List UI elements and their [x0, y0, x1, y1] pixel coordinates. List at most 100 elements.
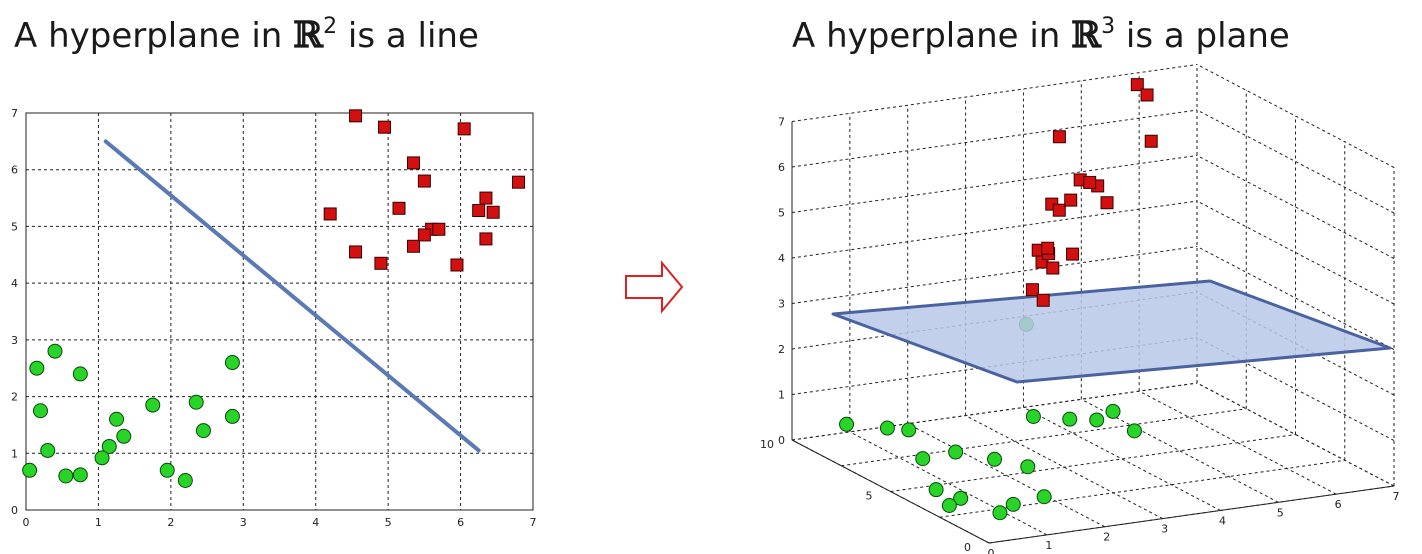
right-wall-grid-line: [1196, 246, 1395, 350]
red-square-point: [406, 156, 420, 170]
floor-grid-line: [1138, 390, 1337, 495]
green-circle-point: [188, 394, 204, 410]
green-circle-point: [1062, 411, 1078, 427]
x-tick-label: 2: [1103, 531, 1110, 544]
green-circle-point: [928, 482, 944, 498]
red-square-point: [457, 122, 471, 136]
red-square-point: [1140, 88, 1154, 102]
green-circle-point: [40, 442, 56, 458]
floor-grid-line: [1081, 398, 1279, 503]
x-tick-label: 3: [240, 516, 247, 529]
z-tick-label: 3: [778, 298, 785, 311]
red-square-point: [472, 204, 486, 218]
scatter-3d-chart: 0 1 2 3 4 5 6 7 0 5 10 0 1 2 3 4 5 6 7: [760, 64, 1400, 554]
red-square-point: [349, 109, 363, 123]
red-square-point: [1100, 196, 1114, 210]
red-square-point: [512, 175, 526, 189]
red-square-point: [486, 205, 500, 219]
red-square-point: [1083, 175, 1097, 189]
title-text-end: is a plane: [1115, 16, 1290, 56]
red-square-point: [417, 228, 431, 242]
green-circle-point: [1105, 403, 1121, 419]
green-circle-point: [879, 420, 895, 436]
x-tick-label: 6: [1335, 498, 1342, 511]
right-wall-grid-line: [1196, 109, 1395, 214]
y-tick-label: 1: [11, 447, 18, 460]
red-square-point: [479, 191, 493, 205]
red-square-point: [1025, 283, 1039, 297]
red-square-point: [432, 222, 446, 236]
floor-grid-line: [1023, 406, 1221, 511]
right-arrow-outline-icon: [625, 260, 684, 314]
floor-grid-line: [849, 431, 1048, 536]
y-tick-label: 7: [11, 107, 18, 120]
x-tick-label: 7: [1393, 490, 1400, 503]
back-wall-grid-line: [791, 246, 1198, 304]
red-square-point: [1144, 134, 1158, 148]
green-circle-point: [953, 490, 969, 506]
floor-grid-line: [841, 408, 1247, 467]
green-circle-point: [195, 423, 211, 439]
green-circle-point: [1089, 412, 1105, 428]
back-wall-grid-line: [791, 155, 1198, 213]
x-tick-label: 7: [530, 516, 537, 529]
z-tick-label: 6: [778, 161, 785, 174]
z-tick-label: 1: [778, 389, 785, 402]
green-circle-point: [22, 462, 38, 478]
green-circle-point: [1005, 496, 1021, 512]
plot-frame: [25, 112, 534, 511]
y-tick-label: 10: [760, 438, 774, 451]
x-tick-label: 4: [1219, 514, 1226, 527]
green-circle-point: [941, 497, 957, 513]
right-wall-grid-line: [1196, 64, 1395, 168]
y-tick-label: 2: [11, 391, 18, 404]
x-tick-label: 0: [23, 516, 30, 529]
floor-grid-line: [890, 434, 1296, 492]
exponent: 2: [323, 14, 338, 39]
red-square-point: [417, 174, 431, 188]
green-circle-point: [992, 505, 1008, 521]
green-circle-point: [29, 360, 45, 376]
z-tick-label: 0: [778, 434, 785, 447]
red-square-point: [1036, 293, 1050, 307]
right-chart-title: A hyperplane in ℝ3 is a plane: [792, 14, 1290, 56]
red-square-point: [1130, 78, 1144, 92]
right-wall-grid-line: [1196, 155, 1395, 259]
red-square-point: [392, 201, 406, 215]
red-square-point: [323, 207, 337, 221]
right-wall-grid-line: [1196, 291, 1395, 396]
x-tick-label: 6: [457, 516, 464, 529]
green-circle-point: [47, 343, 63, 359]
x-tick-label: 5: [1277, 506, 1284, 519]
x-tick-label: 0: [988, 547, 995, 554]
x-tick-label: 3: [1161, 523, 1168, 536]
green-circle-point: [58, 468, 74, 484]
red-square-point: [1052, 203, 1066, 217]
green-circle-point: [159, 462, 175, 478]
real-numbers-symbol: ℝ: [293, 14, 324, 56]
green-circle-point: [901, 422, 917, 438]
x-tick-label: 4: [312, 516, 319, 529]
title-text-end: is a line: [337, 16, 479, 56]
green-circle-point: [839, 416, 855, 432]
title-text: A hyperplane in: [792, 16, 1072, 56]
green-circle-point: [1126, 423, 1142, 439]
separating-plane: [831, 279, 1392, 384]
red-square-point: [406, 239, 420, 253]
green-circle-point: [915, 451, 931, 467]
x-axis: [988, 485, 1395, 544]
real-numbers-symbol: ℝ: [1071, 14, 1102, 56]
green-circle-point: [145, 397, 161, 413]
left-chart-title: A hyperplane in ℝ2 is a line: [14, 14, 479, 56]
green-circle-point: [1036, 489, 1052, 505]
red-square-point: [1064, 193, 1078, 207]
red-square-point: [349, 245, 363, 259]
scatter-2d-chart: 0 1 2 3 4 5 6 7 0 1 2 3 4 5 6 7: [11, 107, 537, 529]
title-text: A hyperplane in: [14, 16, 294, 56]
x-tick-label: 1: [1045, 539, 1052, 552]
green-circle-point: [101, 438, 117, 454]
y-tick-label: 0: [11, 504, 18, 517]
green-circle-point: [224, 355, 240, 371]
red-square-point: [1046, 261, 1060, 275]
